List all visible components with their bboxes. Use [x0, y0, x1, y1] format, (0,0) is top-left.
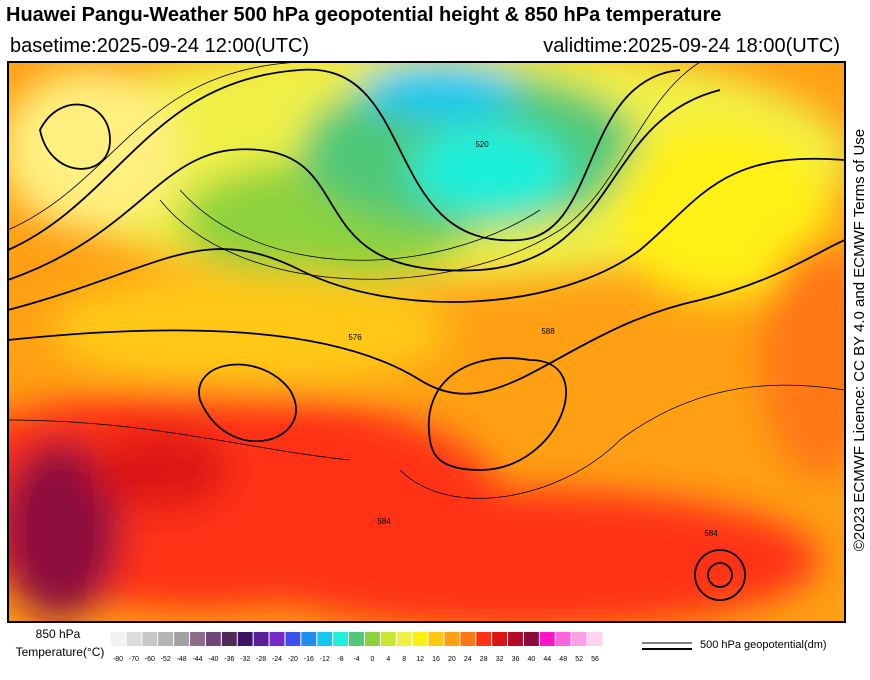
licence: ©2023 ECMWF Licence: CC BY 4.0 and ECMWF…	[851, 129, 868, 551]
colorbar-swatch	[460, 632, 476, 646]
colorbar-tick-label: -16	[304, 656, 314, 663]
colorbar-tick-label: -36	[224, 656, 234, 663]
colorbar-tick-label: -20	[288, 656, 298, 663]
contour-legend-label: 500 hPa geopotential(dm)	[700, 639, 827, 651]
colorbar-swatch	[444, 632, 460, 646]
title: Huawei Pangu-Weather 500 hPa geopotentia…	[6, 4, 722, 26]
colorbar-swatch	[349, 632, 364, 646]
map-frame	[7, 61, 846, 623]
colorbar-label: Temperature(°C)	[16, 645, 105, 659]
colorbar-swatch	[364, 632, 380, 646]
colorbar-swatch	[492, 632, 508, 646]
colorbar-swatch	[142, 632, 158, 646]
colorbar-tick-label: 40	[528, 656, 536, 663]
colorbar-tick-label: 8	[402, 656, 406, 663]
colorbar-tick-label: -24	[272, 656, 282, 663]
contour-label: 584	[704, 529, 718, 538]
colorbar-label: 850 hPa	[36, 627, 81, 641]
colorbar-swatch	[126, 632, 142, 646]
colorbar-tick-label: 56	[591, 656, 599, 663]
colorbar-tick-label: -44	[192, 656, 202, 663]
colorbar-tick-label: 36	[512, 656, 520, 663]
contour-label: 584	[377, 517, 391, 526]
colorbar-tick-label: 0	[370, 656, 374, 663]
contours-thin	[8, 62, 845, 499]
colorbar-swatch	[571, 632, 587, 646]
colorbar-tick-label: -48	[177, 656, 187, 663]
colorbar-swatch	[539, 632, 555, 646]
temperature-field	[8, 62, 845, 622]
colorbar-tick-label: -12	[320, 656, 330, 663]
colorbar-swatch	[158, 632, 174, 646]
colorbar-swatch	[428, 632, 444, 646]
colorbar-swatch	[237, 632, 253, 646]
colorbar-tick-label: -80	[113, 656, 123, 663]
colorbar-tick-label: 12	[416, 656, 424, 663]
colorbar-tick-label: 44	[543, 656, 551, 663]
colorbar-tick-label: 20	[448, 656, 456, 663]
colorbar-tick-label: -52	[161, 656, 171, 663]
colorbar-tick-label: 24	[464, 656, 472, 663]
colorbar-tick-label: 16	[432, 656, 440, 663]
colorbar-tick-label: 52	[575, 656, 583, 663]
colorbar-swatch	[396, 632, 412, 646]
colorbar-tick-label: -70	[129, 656, 139, 663]
colorbar-swatch	[317, 632, 333, 646]
colorbar-swatch	[253, 632, 269, 646]
basetime: basetime:2025-09-24 12:00(UTC)	[10, 35, 310, 57]
colorbar-tick-label: 32	[496, 656, 504, 663]
contour-label: 576	[348, 333, 362, 342]
colorbar-swatch	[205, 632, 221, 646]
colorbar-tick-label: -28	[256, 656, 266, 663]
colorbar-swatch	[508, 632, 523, 646]
colorbar-swatch	[412, 632, 428, 646]
colorbar-tick-label: -8	[337, 656, 343, 663]
contour-label: 520	[475, 140, 489, 149]
contours	[8, 68, 845, 601]
colorbar-swatch	[110, 632, 126, 646]
colorbar-swatch	[301, 632, 317, 646]
colorbar-swatch	[174, 632, 190, 646]
contour-label: 588	[541, 327, 555, 336]
colorbar-swatch	[476, 632, 492, 646]
colorbar-tick-label: -60	[145, 656, 155, 663]
colorbar-tick-label: 4	[386, 656, 390, 663]
colorbar-swatch	[587, 632, 603, 646]
colorbar-tick-label: -32	[240, 656, 250, 663]
colorbar-swatch	[333, 632, 349, 646]
colorbar-swatch	[190, 632, 205, 646]
colorbar-tick-label: -40	[208, 656, 218, 663]
validtime: validtime:2025-09-24 18:00(UTC)	[543, 35, 840, 57]
colorbar-tick-label: -4	[353, 656, 359, 663]
colorbar-tick-label: 28	[480, 656, 488, 663]
colorbar-tick-label: 48	[559, 656, 567, 663]
colorbar-swatch	[285, 632, 301, 646]
colorbar-swatch	[380, 632, 396, 646]
colorbar-swatch	[269, 632, 285, 646]
colorbar-swatch	[221, 632, 237, 646]
colorbar-swatch	[523, 632, 539, 646]
colorbar-swatch	[555, 632, 571, 646]
